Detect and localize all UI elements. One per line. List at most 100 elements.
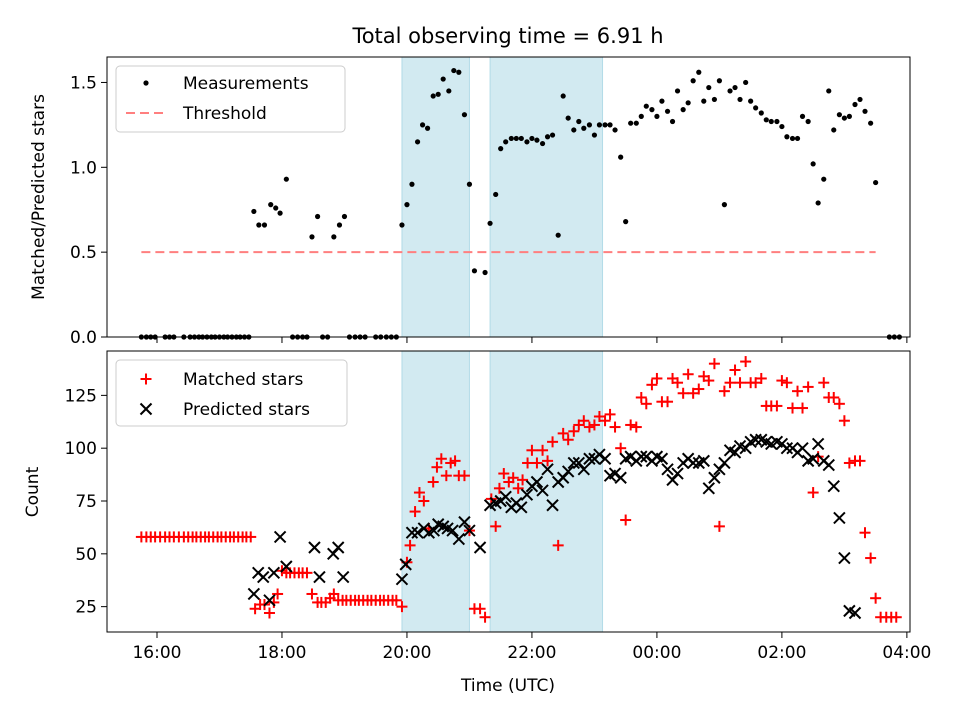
predicted-star-point <box>780 441 794 455</box>
measurement-point <box>602 122 608 128</box>
measurement-point <box>743 79 749 86</box>
predicted-star-point <box>655 452 669 465</box>
predicted-star-point <box>635 450 648 463</box>
matched-star-point <box>781 377 793 389</box>
measurement-point <box>748 98 754 104</box>
measurement-point <box>862 108 868 114</box>
matched-star-point <box>708 358 720 370</box>
measurement-point <box>299 334 306 340</box>
measurement-point <box>669 118 676 125</box>
x-tick-label: 18:00 <box>257 643 306 663</box>
matched-star-point <box>818 377 830 389</box>
predicted-star-point <box>473 541 487 554</box>
predicted-star-point <box>833 511 846 525</box>
measurement-point <box>446 88 452 94</box>
measurement-point <box>352 334 358 340</box>
measurement-point <box>373 334 379 340</box>
measurement-point <box>576 118 582 125</box>
measurement-point <box>294 334 301 340</box>
matched-star-point <box>593 410 605 422</box>
predicted-star-point <box>583 452 596 465</box>
predicted-star-point <box>247 587 261 601</box>
matched-star-point <box>859 527 871 539</box>
measurement-point <box>346 334 353 340</box>
matched-star-point <box>833 398 845 410</box>
measurement-point <box>784 134 790 140</box>
matched-star-point <box>630 421 642 433</box>
measurement-point <box>414 139 421 145</box>
matched-star-point <box>662 396 674 408</box>
measurement-point <box>419 122 426 128</box>
measurement-point <box>283 176 289 182</box>
measurement-point <box>289 334 296 340</box>
measurement-point <box>612 127 618 133</box>
x-tick-label: 16:00 <box>132 643 181 663</box>
predicted-star-point <box>395 572 409 586</box>
legend-predicted-label: Predicted stars <box>183 400 310 420</box>
matched-star-point <box>797 402 809 414</box>
matched-star-point <box>724 377 736 389</box>
legend-predicted-marker <box>139 402 153 416</box>
matched-star-point <box>640 398 652 410</box>
measurement-point <box>581 125 587 131</box>
measurement-point <box>696 69 702 75</box>
matched-star-point <box>547 436 559 448</box>
matched-star-point <box>440 470 452 482</box>
measurement-point <box>229 334 235 340</box>
measurement-point <box>482 269 488 276</box>
measurement-point <box>393 334 399 340</box>
predicted-star-point <box>822 458 835 472</box>
x-tick-label: 20:00 <box>382 643 431 663</box>
predicted-star-point <box>337 570 350 584</box>
chart-title: Total observing time = 6.91 h <box>351 24 663 48</box>
bottom-axes-frame <box>106 350 911 633</box>
measurement-point <box>633 120 639 126</box>
matched-star-point <box>703 375 715 387</box>
predicted-star-point <box>661 463 674 476</box>
predicted-star-point <box>806 452 820 465</box>
bottom-legend: Matched stars Predicted stars <box>115 359 348 427</box>
matched-star-point <box>542 455 554 467</box>
predicted-star-point <box>614 471 627 484</box>
measurement-point <box>166 334 173 340</box>
bottom-y-tick-label: 100 <box>65 439 97 459</box>
matched-star-point <box>458 470 470 482</box>
predicted-star-point <box>598 452 612 465</box>
matched-star-point <box>865 552 877 564</box>
matched-star-point <box>562 434 574 446</box>
measurement-point <box>706 84 712 91</box>
measurement-point <box>529 135 535 142</box>
top-legend: Measurements Threshold <box>115 65 346 133</box>
measurement-point <box>826 88 832 94</box>
predicted-star-point <box>686 456 700 470</box>
matched-star-point <box>578 415 590 427</box>
measurement-point <box>466 181 473 187</box>
predicted-star-point <box>332 541 345 554</box>
matched-star-point <box>272 588 284 600</box>
matched-star-point <box>583 421 595 433</box>
measurement-point <box>268 202 274 208</box>
predicted-star-point <box>499 490 512 503</box>
measurement-point <box>891 334 897 340</box>
matched-star-point <box>854 455 866 467</box>
measurement-point <box>821 176 827 182</box>
measurement-point <box>549 132 556 138</box>
top-y-tick-label: 0.5 <box>70 243 97 263</box>
measurement-point <box>256 222 262 228</box>
predicted-star-point <box>536 484 549 497</box>
predicted-star-point <box>308 541 321 554</box>
bottom-y-axis-label: Count <box>23 466 43 517</box>
measurement-point <box>513 135 519 142</box>
measurement-point <box>451 67 457 74</box>
measurement-point <box>196 334 202 340</box>
measurement-point <box>221 334 227 340</box>
matched-star-point <box>713 520 725 532</box>
measurement-point <box>607 122 613 128</box>
measurement-point <box>498 146 504 152</box>
predicted-star-point <box>838 551 851 565</box>
matched-star-point <box>512 482 524 494</box>
matched-star-point <box>328 588 340 600</box>
legend-matched-label: Matched stars <box>183 370 303 390</box>
predicted-star-point <box>515 501 528 514</box>
matched-star-point <box>620 514 632 526</box>
